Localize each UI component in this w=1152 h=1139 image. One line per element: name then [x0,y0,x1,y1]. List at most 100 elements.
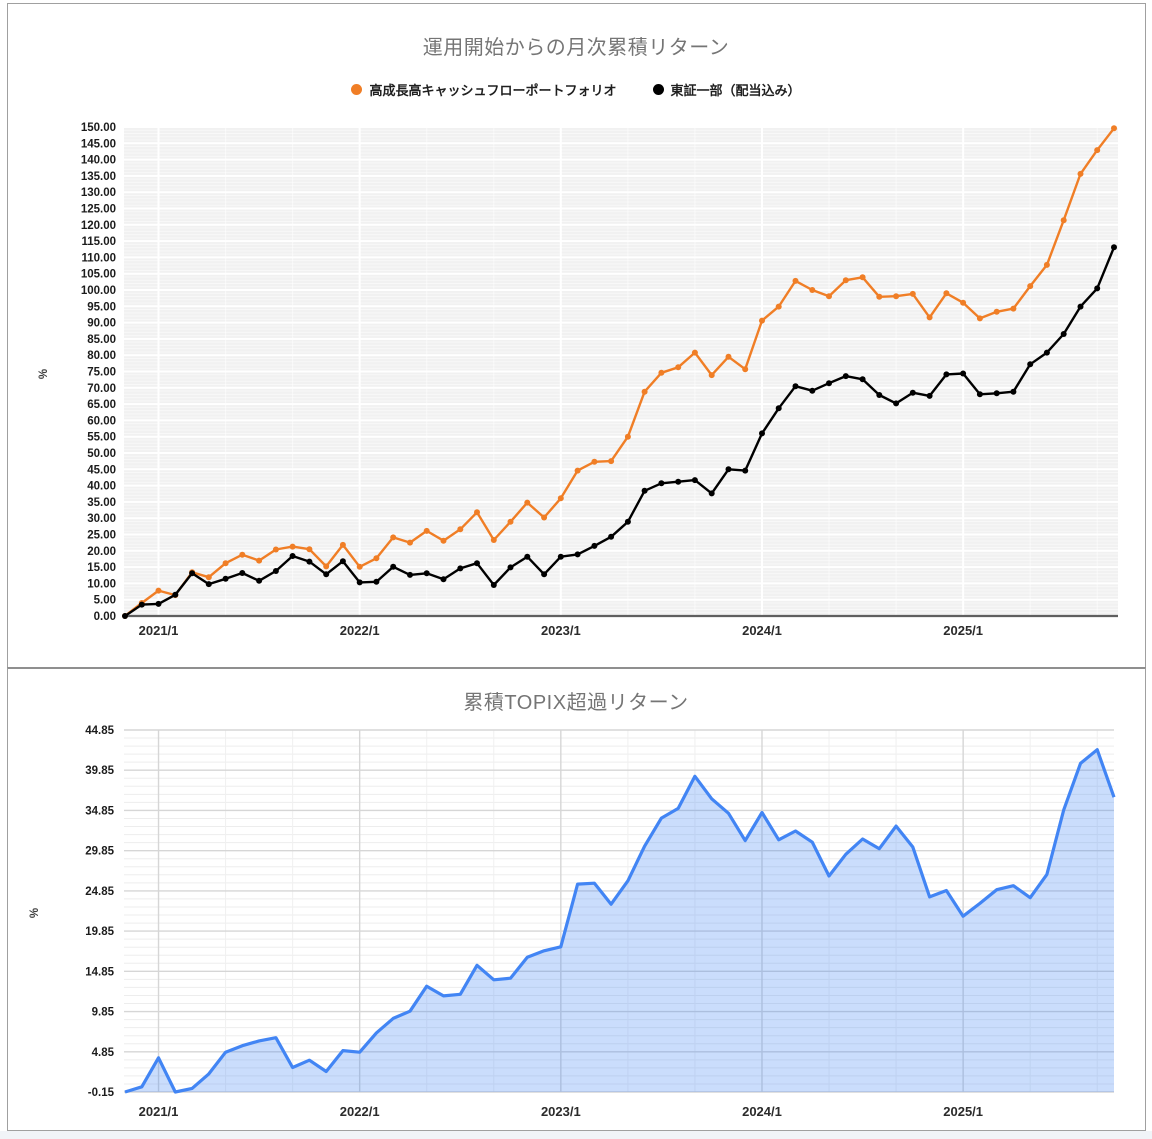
benchmark-data-point [239,570,246,576]
chart1-legend: 高成長高キャッシュフローポートフォリオ 東証一部（配当込み） [0,80,1152,99]
benchmark-data-point [641,487,648,494]
portfolio-data-point [306,546,313,553]
portfolio-data-point [507,518,514,525]
benchmark-data-point [356,579,363,586]
benchmark-data-point [960,370,967,377]
ytick-text: 9.85 [92,1007,115,1019]
benchmark-data-point [474,560,480,567]
portfolio-data-point [155,587,162,594]
benchmark-data-point [222,575,229,582]
ytick-text: 85.00 [87,334,116,346]
portfolio-data-point [1077,170,1084,177]
portfolio-data-point [1111,125,1117,132]
portfolio-data-point [373,555,380,562]
ytick-text: 100.00 [81,285,116,297]
portfolio-data-point [541,514,548,521]
portfolio-data-point [1010,305,1017,312]
benchmark-data-point [574,551,581,558]
benchmark-data-point [742,467,749,474]
ytick-text: 135.00 [81,171,116,183]
benchmark-data-point [859,376,866,383]
benchmark-data-point [1077,303,1084,310]
ytick-text: 110.00 [81,252,116,264]
portfolio-data-point [239,551,246,558]
ytick-text: 130.00 [81,187,116,199]
benchmark-data-point [591,542,598,549]
portfolio-data-point [976,315,983,322]
portfolio-data-point [423,527,430,534]
portfolio-data-point [272,546,279,553]
axis-unit-text: % [38,369,50,379]
benchmark-data-point [507,564,514,571]
ytick-text: 50.00 [87,448,116,460]
portfolio-data-point [574,467,581,474]
portfolio-data-point [943,290,950,297]
benchmark-data-point [876,392,883,398]
ytick-text: 35.00 [87,497,116,509]
portfolio-data-point [440,537,447,544]
benchmark-data-point [490,582,497,588]
axis-unit-text: % [29,908,41,918]
benchmark-data-point [993,390,1000,397]
benchmark-data-point [893,400,900,407]
portfolio-data-point [909,290,916,297]
chart2-title: 累積TOPIX超過リターン [463,692,689,714]
benchmark-data-point [205,581,212,588]
benchmark-data-point [842,373,849,380]
ytick-text: 105.00 [81,269,116,281]
ytick-text: 115.00 [81,236,116,248]
benchmark-data-point [457,565,464,572]
portfolio-data-point [658,369,665,376]
portfolio-data-point [1027,283,1034,290]
ytick-text: 125.00 [81,204,116,216]
ytick-text: 4.85 [92,1047,115,1059]
benchmark-data-point [658,480,665,487]
xtick-text: 2022/1 [340,623,380,638]
portfolio-data-point [1060,217,1067,224]
portfolio-data-point [842,277,849,284]
benchmark-data-point [524,553,531,560]
benchmark-data-point [675,478,682,485]
benchmark-data-point [541,571,548,578]
ytick-text: 0.00 [94,611,116,623]
benchmark-data-point [909,389,916,396]
ytick-text: 120.00 [81,220,116,232]
benchmark-data-point [1043,349,1050,356]
benchmark-data-point [323,571,330,578]
excess-return-line [124,748,1116,1094]
benchmark-data-point [826,380,832,387]
portfolio-data-point [775,303,782,310]
benchmark-data-point [390,563,397,570]
portfolio-data-point [608,458,615,465]
portfolio-data-point [524,499,531,506]
portfolio-data-point [641,388,648,395]
portfolio-data-point [742,366,749,373]
ytick-text: 140.00 [81,155,116,167]
benchmark-legend-label: 東証一部（配当込み） [670,83,801,98]
ytick-text: 45.00 [87,464,116,476]
ytick-text: 24.85 [85,886,114,898]
benchmark-data-point [423,570,430,577]
xtick-text: 2024/1 [742,1104,782,1119]
benchmark-data-point [272,568,279,574]
portfolio-data-point [222,560,229,567]
portfolio-data-point [289,543,296,550]
ytick-text: 15.00 [87,562,116,574]
ytick-text: 34.85 [85,805,114,817]
portfolio-data-point [809,287,816,293]
ytick-text: 30.00 [87,513,116,525]
xtick-text: 2023/1 [541,1104,581,1119]
benchmark-data-point [289,553,296,559]
chart1-title: 運用開始からの月次累積リターン [422,37,730,59]
xtick-text: 2025/1 [943,623,983,638]
xtick-text: 2022/1 [340,1104,380,1119]
legend-item-portfolio: 高成長高キャッシュフローポートフォリオ [351,80,617,99]
ytick-text: 44.85 [85,725,114,737]
benchmark-data-point [440,576,447,583]
benchmark-data-point [725,466,732,473]
ytick-text: 5.00 [94,595,116,607]
ytick-text: -0.15 [88,1087,115,1099]
portfolio-data-point [339,541,346,548]
benchmark-data-point [809,387,816,394]
